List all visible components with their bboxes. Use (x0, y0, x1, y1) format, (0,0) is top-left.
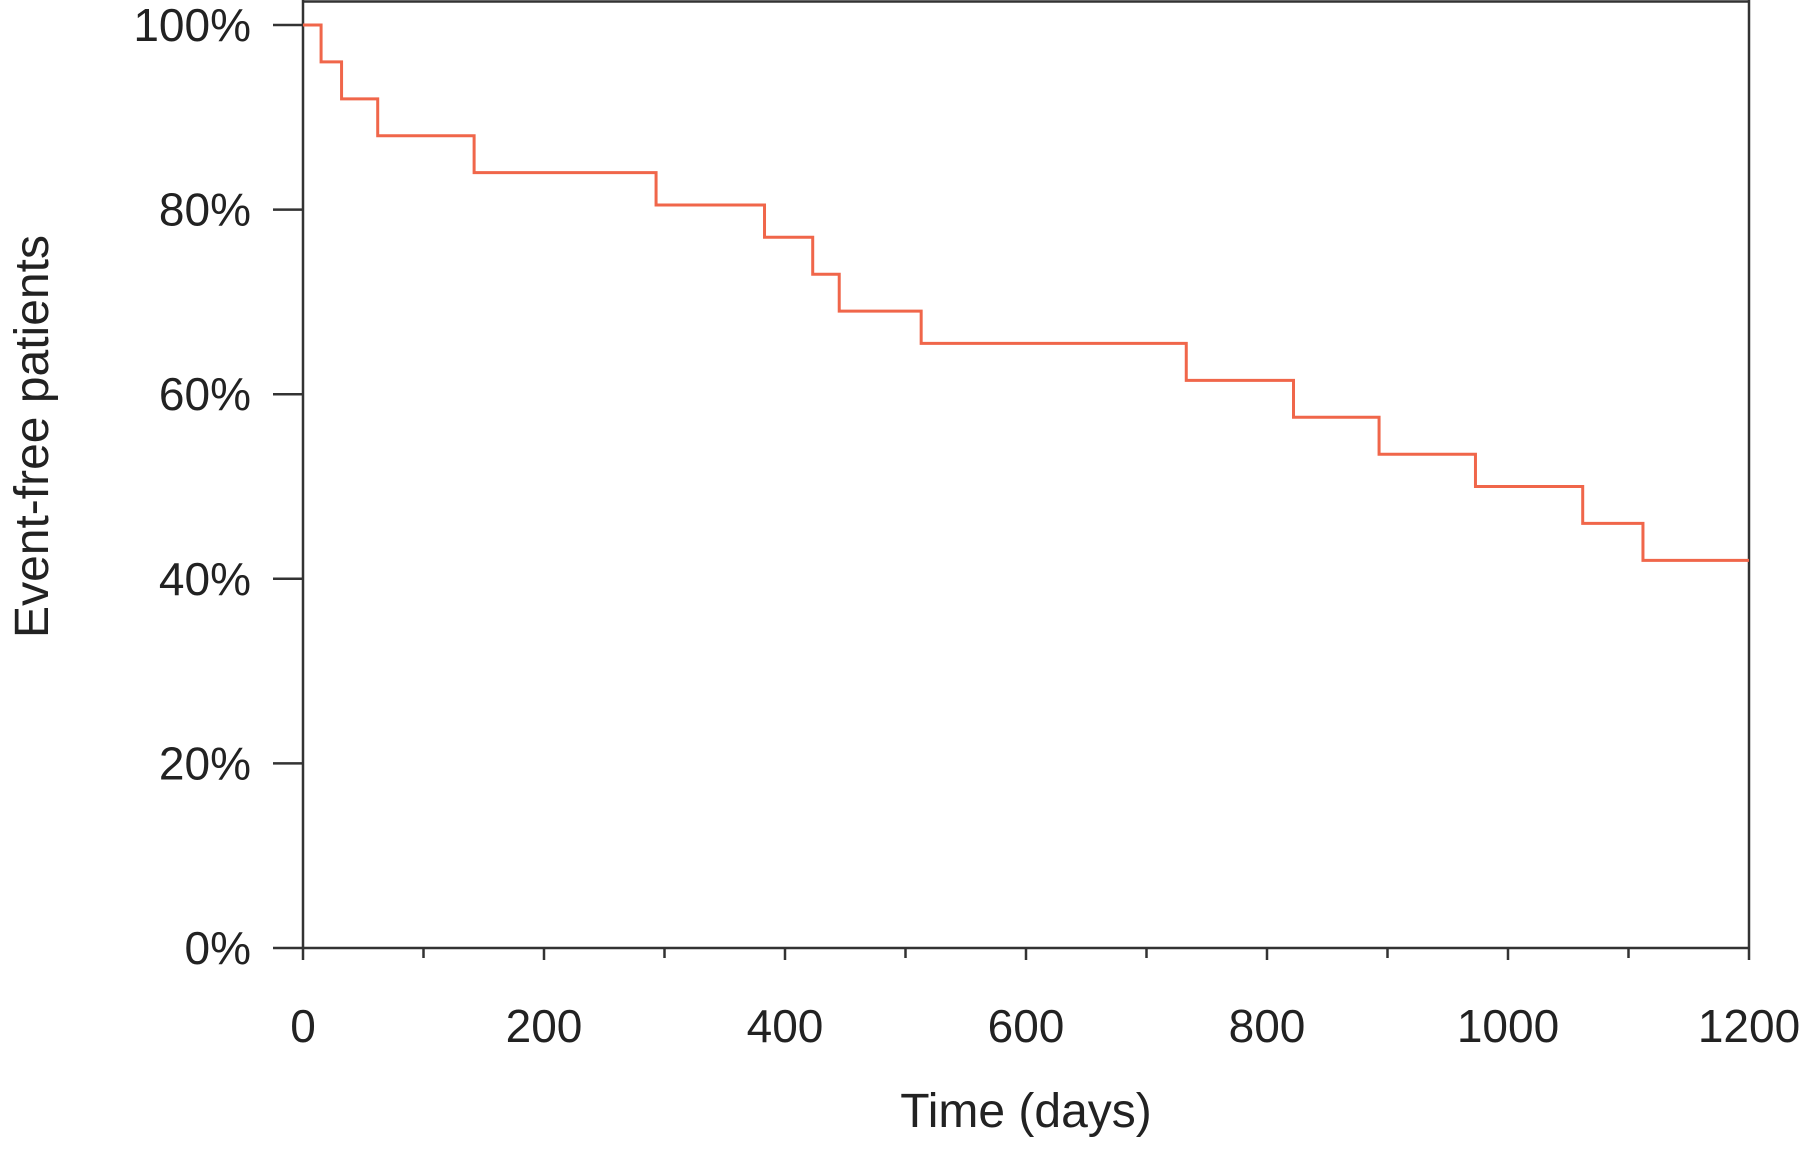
y-tick-label: 40% (159, 553, 251, 605)
y-tick-label: 80% (159, 184, 251, 236)
x-tick-label: 800 (1229, 1000, 1306, 1052)
x-tick-label: 1200 (1698, 1000, 1800, 1052)
x-axis-title: Time (days) (900, 1085, 1152, 1138)
x-tick-label: 200 (506, 1000, 583, 1052)
y-tick-label: 20% (159, 737, 251, 789)
y-tick-label: 100% (133, 0, 251, 51)
y-axis-title: Event-free patients (6, 235, 59, 638)
y-tick-label: 0% (185, 922, 251, 974)
survival-step-line (303, 23, 1749, 562)
x-tick-label: 400 (747, 1000, 824, 1052)
y-tick-label: 60% (159, 368, 251, 420)
x-tick-label: 0 (290, 1000, 316, 1052)
x-tick-label: 600 (988, 1000, 1065, 1052)
x-tick-label: 1000 (1457, 1000, 1559, 1052)
